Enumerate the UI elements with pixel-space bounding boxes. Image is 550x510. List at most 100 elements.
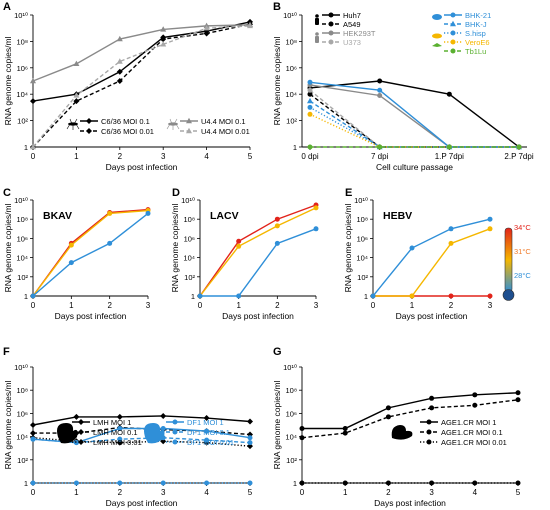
panel-title: BKAV (43, 210, 72, 222)
data-point (30, 422, 36, 428)
y-tick-label: 10¹⁰ (283, 11, 297, 20)
x-tick-label: 1 (69, 301, 74, 310)
y-tick-label: 10² (184, 273, 195, 282)
legend-marker (328, 21, 334, 27)
legend-marker (172, 419, 178, 425)
legend-marker (328, 12, 334, 18)
legend-label: C6/36 MOI 0.1 (101, 117, 150, 126)
y-tick-label: 1 (293, 479, 297, 488)
data-point (307, 79, 313, 85)
x-tick-label: 1 (343, 488, 348, 497)
series-line (32, 25, 251, 148)
legend-label: HEK293T (343, 29, 376, 38)
temperature-label: 28°C (514, 271, 531, 280)
y-tick-label: 10⁴ (183, 254, 195, 263)
data-point (299, 435, 305, 441)
y-axis-label: RNA genome copies/ml (272, 36, 282, 125)
y-tick-label: 10² (286, 117, 297, 126)
y-tick-label: 1 (191, 292, 195, 301)
series-line (302, 392, 519, 430)
series-line (32, 23, 251, 148)
x-tick-label: 5 (248, 152, 253, 161)
x-tick-label: 0 (300, 488, 305, 497)
series-line (309, 113, 519, 148)
legend-marker (172, 439, 178, 445)
data-point (446, 144, 452, 150)
data-point (487, 226, 493, 232)
series-line (32, 209, 149, 297)
x-tick-label: 3 (161, 152, 166, 161)
thermometer-bulb (502, 289, 515, 301)
data-point (472, 402, 478, 408)
x-tick-label: 7 dpi (371, 152, 389, 161)
data-point (247, 480, 253, 486)
x-tick-label: 1 (236, 301, 241, 310)
data-point (116, 413, 123, 420)
data-point (30, 430, 36, 437)
series-line (372, 218, 491, 297)
legend-label: BHK-J (465, 20, 487, 29)
data-point (487, 293, 493, 299)
series-line (32, 212, 149, 297)
data-point (377, 92, 383, 98)
data-point (342, 425, 348, 431)
y-tick-label: 10⁸ (183, 215, 195, 224)
series-tb1lu (307, 144, 522, 150)
x-tick-label: 1 (74, 152, 79, 161)
series-s-hisp (307, 104, 522, 150)
series-line (373, 228, 491, 297)
legend-marker (328, 30, 334, 36)
series-u4-4-moi-0-01 (30, 22, 253, 150)
x-tick-label: 1 (410, 301, 415, 310)
data-point (247, 418, 253, 425)
data-point (274, 223, 280, 229)
data-point (236, 238, 242, 244)
y-axis-label: RNA genome copies/ml (343, 203, 353, 292)
legend-label: AGE1.CR MOI 0.1 (441, 428, 503, 437)
y-tick-label: 10⁴ (16, 90, 28, 99)
legend-marker (328, 39, 334, 45)
legend-label: U4.4 MOI 0.1 (201, 117, 246, 126)
y-tick-label: 1 (364, 292, 368, 301)
y-axis-label: RNA genome copies/ml (3, 380, 13, 469)
series-line (309, 80, 520, 148)
y-tick-label: 10¹⁰ (354, 196, 368, 205)
data-point (313, 205, 319, 211)
panel-letter: E (345, 187, 352, 199)
person-icon (315, 32, 319, 43)
series-line (199, 207, 317, 297)
data-point (448, 293, 454, 299)
data-point (516, 144, 522, 150)
data-point (247, 435, 253, 441)
data-point (203, 30, 210, 37)
legend-marker (426, 439, 432, 445)
y-tick-label: 10² (17, 117, 28, 126)
panel-letter: G (273, 346, 282, 358)
x-tick-label: 0 (371, 301, 376, 310)
data-point (73, 60, 80, 67)
x-tick-label: 4 (473, 488, 478, 497)
legend-label: U373 (343, 38, 361, 47)
bat-icon (432, 43, 442, 47)
panel-title: HEBV (383, 210, 412, 222)
y-tick-label: 10⁴ (285, 433, 297, 442)
x-tick-label: 2 (449, 301, 454, 310)
data-point (117, 480, 123, 486)
y-tick-label: 10² (17, 273, 28, 282)
data-point (204, 480, 210, 486)
chicken-icon (144, 423, 165, 444)
x-tick-label: 3 (314, 301, 319, 310)
mosquito-icon (66, 118, 80, 130)
x-tick-label: 4 (204, 152, 209, 161)
person-body (315, 36, 319, 43)
x-tick-label: 1.P 7dpi (435, 152, 464, 161)
mosquito-legs (166, 118, 180, 130)
data-point (385, 414, 391, 420)
y-tick-label: 1 (293, 143, 297, 152)
